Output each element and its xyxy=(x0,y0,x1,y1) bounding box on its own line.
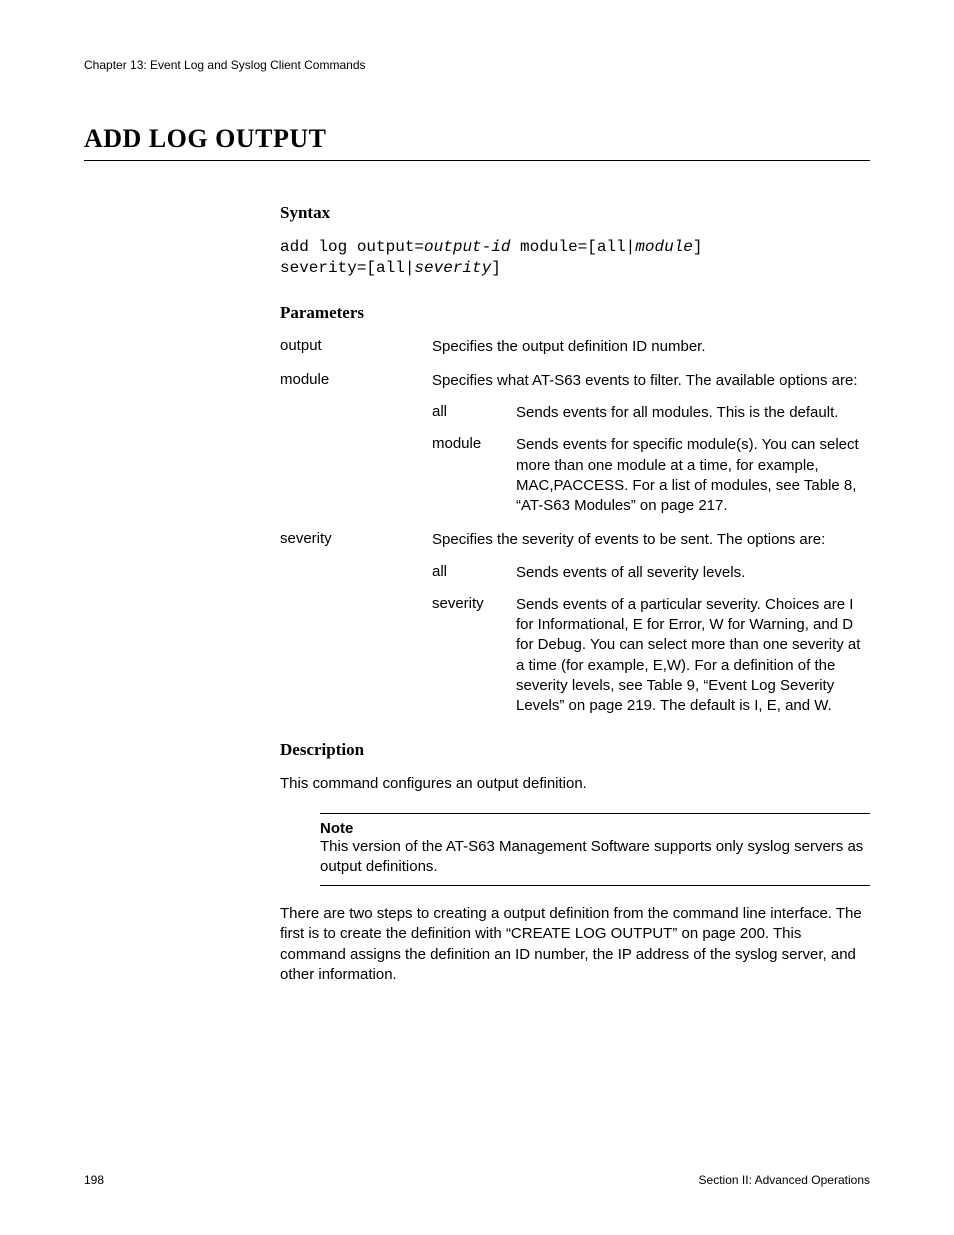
param-desc: Specifies the severity of events to be s… xyxy=(432,530,870,550)
code-text: severity=[all| xyxy=(280,259,414,277)
syntax-code: add log output=output-id module=[all|mod… xyxy=(280,237,870,279)
param-sub-row: module Sends events for specific module(… xyxy=(432,435,870,516)
description-heading: Description xyxy=(280,740,870,760)
param-row: module Specifies what AT-S63 events to f… xyxy=(280,371,870,391)
param-sub-name: severity xyxy=(432,595,516,717)
param-sub-name: module xyxy=(432,435,516,516)
param-name: output xyxy=(280,337,432,357)
parameters-heading: Parameters xyxy=(280,303,870,323)
param-sub-row: all Sends events for all modules. This i… xyxy=(432,403,870,423)
param-sub-desc: Sends events of all severity levels. xyxy=(516,563,870,583)
param-sub-desc: Sends events for specific module(s). You… xyxy=(516,435,870,516)
param-sub-row: severity Sends events of a particular se… xyxy=(432,595,870,717)
param-sub-desc: Sends events of a particular severity. C… xyxy=(516,595,870,717)
code-text: add log output= xyxy=(280,238,424,256)
code-text: module=[all| xyxy=(510,238,635,256)
param-name: module xyxy=(280,371,432,391)
command-title: ADD LOG OUTPUT xyxy=(84,124,870,161)
param-sub-name: all xyxy=(432,563,516,583)
chapter-header: Chapter 13: Event Log and Syslog Client … xyxy=(84,58,870,72)
note-text: This version of the AT-S63 Management So… xyxy=(320,837,870,878)
code-text: ] xyxy=(491,259,501,277)
param-name: severity xyxy=(280,530,432,550)
page-footer: 198 Section II: Advanced Operations xyxy=(84,1173,870,1187)
param-desc: Specifies the output definition ID numbe… xyxy=(432,337,870,357)
param-row: severity Specifies the severity of event… xyxy=(280,530,870,550)
param-desc: Specifies what AT-S63 events to filter. … xyxy=(432,371,870,391)
description-para: This command configures an output defini… xyxy=(280,774,870,794)
note-box: Note This version of the AT-S63 Manageme… xyxy=(320,813,870,887)
code-italic: module xyxy=(635,238,693,256)
parameters-block: output Specifies the output definition I… xyxy=(280,337,870,717)
syntax-heading: Syntax xyxy=(280,203,870,223)
code-italic: severity xyxy=(414,259,491,277)
param-row: output Specifies the output definition I… xyxy=(280,337,870,357)
param-sub-desc: Sends events for all modules. This is th… xyxy=(516,403,870,423)
note-label: Note xyxy=(320,820,870,837)
code-italic: output-id xyxy=(424,238,510,256)
description-para: There are two steps to creating a output… xyxy=(280,904,870,985)
param-sub-name: all xyxy=(432,403,516,423)
section-label: Section II: Advanced Operations xyxy=(699,1173,870,1187)
page-number: 198 xyxy=(84,1173,104,1187)
param-sub-row: all Sends events of all severity levels. xyxy=(432,563,870,583)
page: Chapter 13: Event Log and Syslog Client … xyxy=(0,0,954,1235)
code-text: ] xyxy=(693,238,703,256)
content-area: Syntax add log output=output-id module=[… xyxy=(280,203,870,985)
